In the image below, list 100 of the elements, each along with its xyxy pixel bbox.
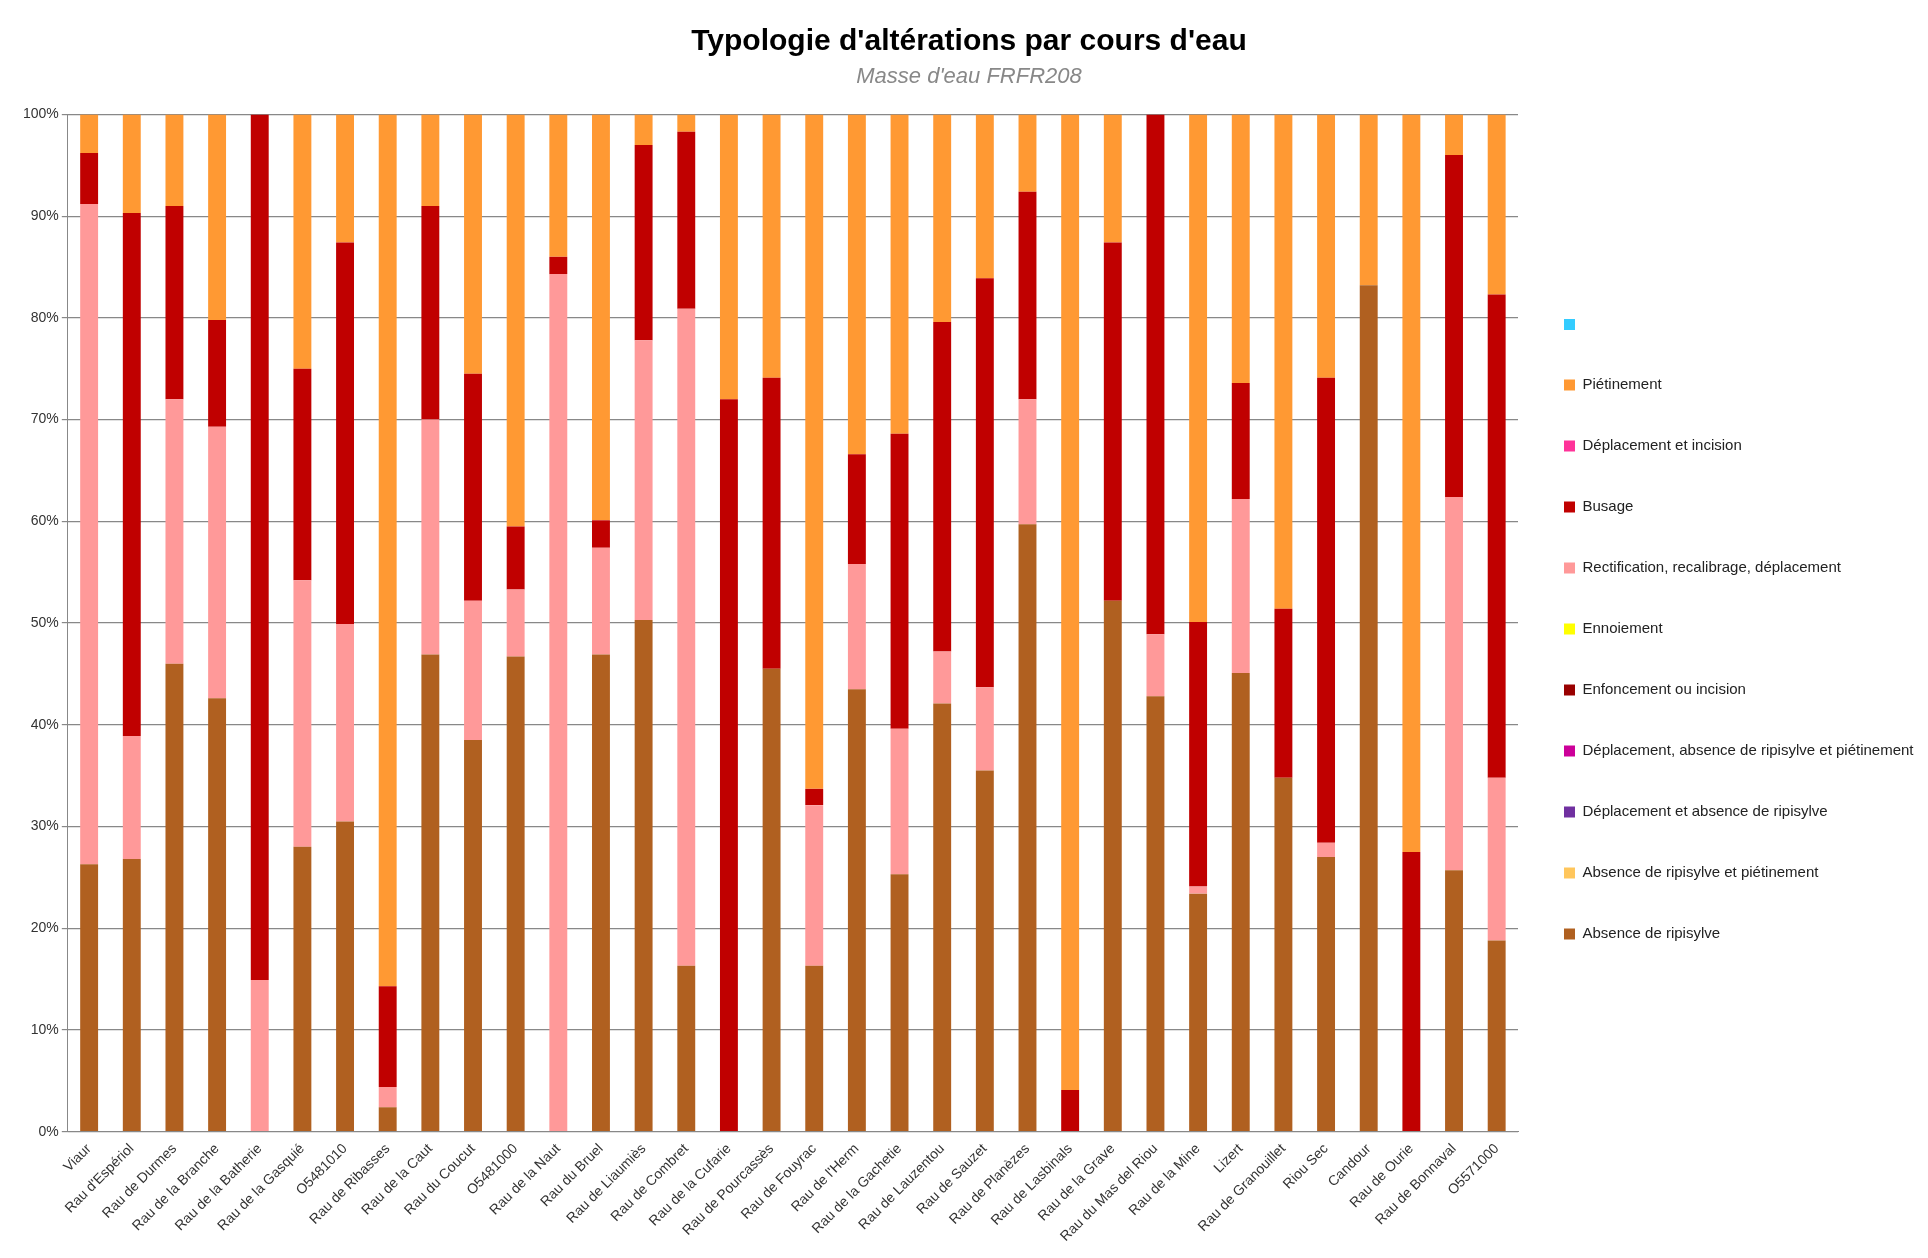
bar: [1103, 600, 1122, 1132]
bar: [1189, 886, 1208, 894]
bar: [634, 144, 653, 341]
bar: [122, 735, 141, 860]
bar: [80, 203, 99, 865]
bar: [165, 205, 184, 400]
bar: [592, 114, 610, 521]
bar: [762, 668, 781, 1132]
y-tick-label: 80%: [30, 308, 59, 325]
y-tick-label: 0%: [38, 1122, 59, 1139]
y-tick-label: 20%: [30, 919, 59, 936]
bar: [634, 340, 653, 620]
bar: [719, 114, 738, 400]
bar: [293, 114, 312, 369]
bar: [80, 114, 99, 154]
bar: [975, 770, 994, 1132]
bar: [677, 965, 696, 1132]
bar: [1231, 498, 1250, 673]
bar: [592, 520, 610, 548]
bar: [293, 580, 312, 847]
bar: [847, 564, 866, 690]
bar: [1445, 114, 1463, 156]
bar: [208, 698, 227, 1132]
bar: [1317, 842, 1336, 858]
bar: [677, 131, 696, 309]
bar: [464, 740, 482, 1132]
bar: [1018, 399, 1037, 525]
bar: [122, 859, 141, 1132]
bar: [677, 114, 696, 132]
bar: [1061, 114, 1080, 1090]
bar: [1487, 294, 1506, 778]
bar: [336, 242, 355, 625]
y-tick-label: 70%: [30, 410, 59, 427]
bar: [464, 600, 482, 741]
bar: [506, 526, 525, 590]
bar: [975, 278, 994, 688]
y-tick-label: 50%: [30, 613, 59, 630]
legend-label: Absence de ripisylve et piétinement: [1582, 863, 1820, 881]
bar: [464, 373, 482, 601]
bar: [378, 1086, 397, 1108]
bar: [208, 114, 227, 320]
bar: [80, 153, 99, 204]
bar: [1103, 114, 1122, 243]
bar: [336, 624, 355, 822]
bar: [890, 874, 909, 1132]
bar: [208, 319, 227, 427]
bar: [293, 846, 312, 1132]
bar: [592, 654, 610, 1132]
bar: [1445, 496, 1463, 871]
bar: [1018, 524, 1037, 1132]
bar: [208, 426, 227, 699]
y-tick-label: 10%: [30, 1020, 59, 1037]
bar: [1402, 114, 1421, 852]
bar: [1103, 242, 1122, 601]
bar: [1061, 1089, 1080, 1132]
legend-label: Déplacement et incision: [1582, 436, 1742, 454]
bar: [421, 114, 440, 206]
bar: [1274, 777, 1293, 1132]
bar: [336, 821, 355, 1132]
bar: [933, 321, 952, 652]
legend-label: Absence de ripisylve: [1582, 924, 1721, 942]
bar: [1189, 893, 1208, 1132]
legend-label: Ennoiement: [1582, 619, 1664, 637]
bar: [847, 689, 866, 1132]
bar: [634, 619, 653, 1132]
bar: [592, 547, 610, 655]
bar: [1146, 634, 1165, 697]
bar: [165, 663, 184, 1132]
bar: [1445, 870, 1463, 1132]
legend-label: Piétinement: [1582, 375, 1663, 393]
bar: [506, 656, 525, 1132]
bar: [890, 728, 909, 875]
bar: [1359, 114, 1378, 286]
bar: [293, 368, 312, 581]
legend-label: Busage: [1582, 497, 1634, 515]
bar: [847, 454, 866, 565]
bar: [1189, 114, 1208, 623]
bar: [805, 805, 824, 966]
bar: [805, 965, 824, 1132]
bar: [250, 980, 269, 1132]
bar: [1231, 382, 1250, 499]
bar: [1146, 696, 1165, 1132]
bar: [933, 703, 952, 1132]
bar: [719, 399, 738, 1132]
y-tick-label: 90%: [30, 206, 59, 223]
bar: [1487, 114, 1506, 295]
y-tick-label: 30%: [30, 817, 59, 834]
y-tick-label: 60%: [30, 512, 59, 529]
bar: [378, 986, 397, 1087]
bar: [805, 788, 824, 806]
bar: [1018, 114, 1037, 192]
chart-subtitle: Masse d'eau FRFR208: [856, 63, 1083, 89]
bar: [1018, 191, 1037, 400]
bar: [506, 589, 525, 657]
bar: [80, 864, 99, 1132]
bar: [1402, 851, 1421, 1132]
bar: [1231, 114, 1250, 383]
legend-label: Déplacement, absence de ripisylve et piétinement: [1582, 741, 1915, 759]
bar: [378, 1107, 397, 1132]
bar: [975, 114, 994, 279]
